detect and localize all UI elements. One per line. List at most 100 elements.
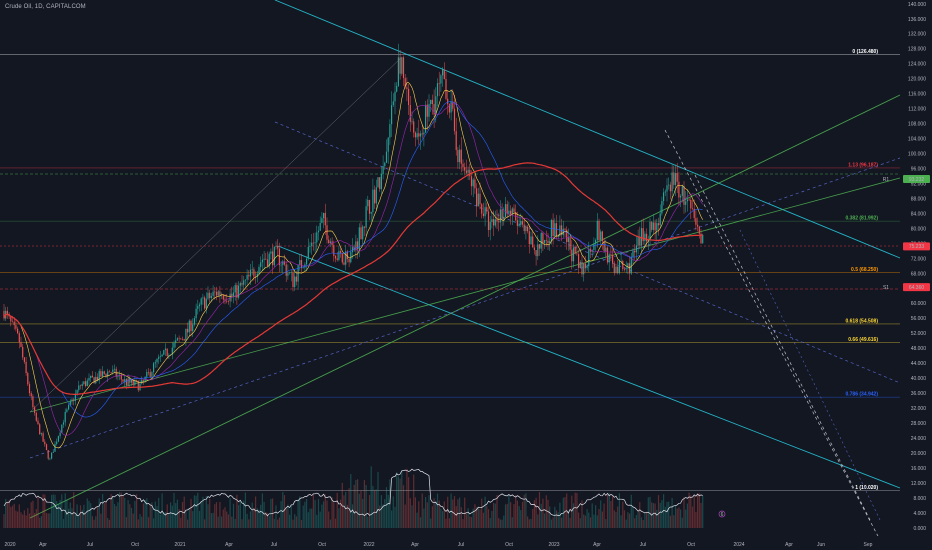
candle-body [314, 242, 316, 244]
volume-bar [618, 493, 620, 528]
candle-body [401, 57, 403, 74]
candle-body [389, 124, 391, 138]
candle-body [498, 221, 500, 223]
volume-bar [232, 503, 235, 528]
volume-bar [136, 494, 138, 528]
volume-bar [20, 512, 22, 528]
candle-body [595, 240, 597, 244]
volume-bar [606, 494, 609, 528]
volume-bar [445, 518, 447, 528]
volume-bar [253, 507, 255, 528]
volume-bar [491, 511, 493, 528]
time-axis-bg [0, 536, 932, 550]
candle-body [409, 105, 411, 122]
candle-body [511, 208, 513, 215]
candle-body [141, 379, 143, 384]
volume-bar [260, 504, 262, 528]
candle-body [521, 221, 524, 225]
volume-bar [372, 485, 374, 528]
volume-bar [166, 504, 168, 528]
volume-bar [30, 502, 32, 528]
candle-body [501, 209, 503, 220]
volume-bar [130, 507, 133, 528]
volume-bar [555, 510, 558, 528]
volume-bar [34, 512, 36, 528]
time-axis: 2020 Apr Jul Oct 2021 Apr Jul Oct 2022 Apr Jul Oct 2… [0, 536, 932, 550]
volume-bar [455, 506, 457, 528]
volume-bar [112, 496, 114, 528]
candle-body [583, 263, 585, 275]
volume-bar [581, 500, 583, 528]
volume-bar [676, 508, 678, 528]
volume-bar [623, 510, 626, 528]
y-tick-label: 116.000 [908, 92, 926, 98]
volume-bar [659, 502, 661, 528]
candle-body [603, 241, 605, 252]
volume-bar [695, 511, 697, 528]
volume-bar [561, 517, 563, 528]
candle-body [576, 253, 578, 255]
volume-bar [414, 497, 416, 528]
y-tick-label: 28.000 [911, 421, 927, 427]
volume-bar [8, 500, 10, 528]
volume-bar [357, 479, 359, 528]
volume-bar [214, 504, 216, 528]
volume-bar [460, 507, 462, 528]
volume-bar [51, 494, 53, 528]
volume-bar [572, 503, 575, 528]
candle-body [32, 396, 34, 408]
candle-body [600, 231, 602, 240]
candle-body [205, 298, 207, 309]
candle-body [62, 422, 65, 425]
candle-body [649, 221, 651, 240]
volume-bar [544, 513, 546, 528]
candle-body [391, 105, 393, 125]
x-tick-label: Jul [640, 542, 646, 548]
volume-bar [78, 514, 80, 528]
volume-bar [530, 518, 532, 528]
y-tick-label: 96.000 [911, 166, 927, 172]
candle-body [59, 432, 61, 437]
volume-bar [596, 515, 598, 528]
x-tick-label: 2021 [174, 542, 185, 548]
volume-bar [394, 506, 396, 528]
volume-bar [10, 506, 12, 528]
candle-body [642, 228, 644, 242]
candle-body [248, 275, 250, 277]
candle-body [222, 295, 224, 300]
volume-bar [127, 500, 129, 528]
candle-body [221, 295, 223, 296]
trend-lines [0, 0, 901, 541]
volume-bar [40, 515, 42, 528]
volume-bar [409, 498, 411, 528]
volume-bar [380, 495, 382, 528]
candle-body [200, 298, 202, 305]
candle-body [457, 150, 459, 163]
volume-bar [685, 509, 687, 528]
candle-body [311, 242, 313, 247]
candle-body [270, 251, 272, 254]
volume-bar [68, 508, 70, 528]
volume-bar [384, 499, 386, 528]
volume-bar [149, 503, 151, 528]
volume-bar [399, 478, 401, 528]
candle-body [217, 291, 219, 296]
candle-body [683, 186, 685, 205]
candle-body [212, 291, 214, 296]
volume-bar [222, 509, 224, 528]
y-tick-label: 16.000 [911, 466, 927, 472]
candle-body [402, 57, 405, 79]
y-tick-label: 112.000 [908, 107, 926, 113]
candle-body [574, 247, 576, 254]
candle-body [447, 98, 449, 105]
candle-body [146, 372, 148, 377]
candle-body [370, 212, 372, 214]
volume-bar [367, 516, 369, 528]
candle-body [52, 451, 54, 453]
candle-body [321, 218, 323, 223]
candle-body [464, 167, 466, 171]
volume-bar [110, 494, 112, 528]
volume-bar [329, 519, 331, 528]
candle-body [416, 133, 418, 138]
